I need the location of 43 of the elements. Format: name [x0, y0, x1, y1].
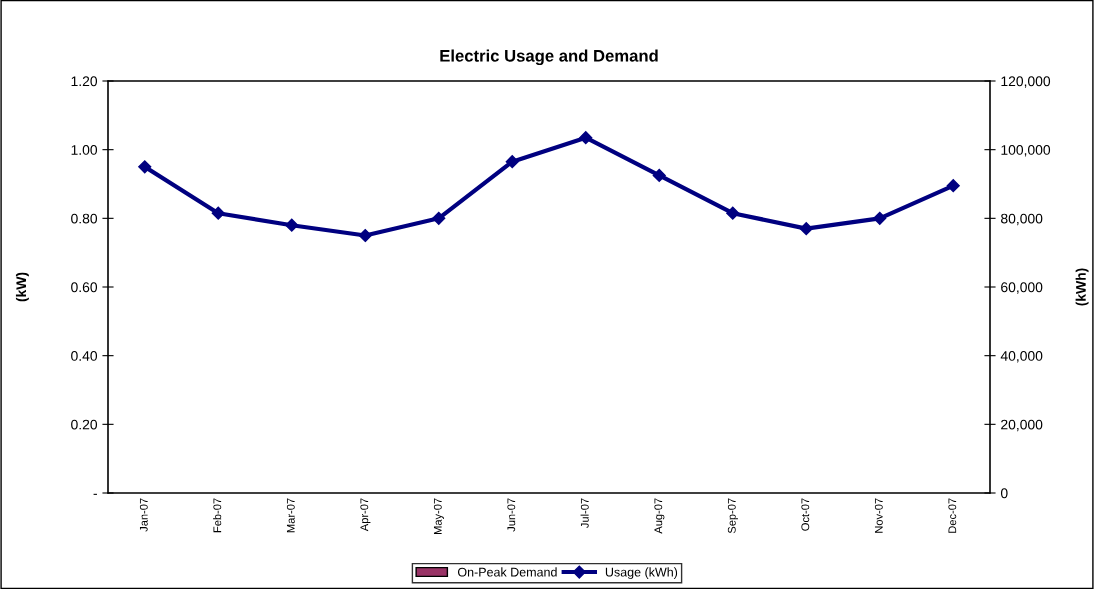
x-tick-label: Sep-07	[727, 498, 738, 534]
y2-tick-label: 120,000	[1001, 76, 1051, 88]
x-tick-label: Feb-07	[213, 498, 222, 533]
x-tick-label: Jan-07	[139, 498, 148, 532]
point	[358, 228, 372, 243]
x-tick-label: Oct-07	[801, 498, 810, 531]
x-tick-label: Jul-07	[580, 498, 589, 528]
y-tick-label: 0.20	[71, 419, 98, 430]
y-axis-title: (kW)	[15, 272, 29, 302]
point	[799, 222, 813, 236]
point	[211, 206, 225, 220]
point	[873, 211, 887, 225]
legend-label: Usage (kWh)	[605, 567, 678, 579]
y2-tick-label: 60,000	[1001, 282, 1043, 294]
point	[946, 179, 960, 193]
point	[579, 131, 593, 145]
y-tick-label: -	[93, 493, 97, 495]
y2-axis-title: (kWh)	[1075, 268, 1089, 306]
y2-tick-label: 40,000	[1000, 351, 1043, 363]
x-tick-label: Mar-07	[286, 498, 295, 533]
y-tick-label: 0.80	[71, 213, 98, 224]
y-tick-label: 0.40	[71, 351, 98, 361]
y-tick-label: 0.60	[71, 282, 98, 293]
y-tick-label: 1.20	[71, 76, 98, 87]
y-tick-label: 1.00	[71, 145, 98, 155]
point	[138, 160, 152, 174]
point	[726, 206, 740, 220]
x-tick-label: Jun-07	[507, 498, 516, 532]
legend-label: On-Peak Demand	[457, 567, 557, 577]
x-tick-label: Nov-07	[874, 498, 883, 533]
y2-tick-label: 100,000	[1001, 145, 1051, 157]
point	[652, 168, 666, 183]
point	[432, 211, 446, 225]
y2-tick-label: 80,000	[1001, 213, 1043, 226]
x-tick-label: Apr-07	[360, 498, 371, 532]
point	[285, 218, 299, 232]
chart-title: Electric Usage and Demand	[440, 49, 658, 66]
x-tick-label: May-07	[433, 498, 444, 534]
y2-tick-label: 0	[1000, 488, 1008, 499]
x-tick-label: Dec-07	[948, 498, 957, 533]
y2-tick-label: 20,000	[1001, 419, 1043, 432]
point	[505, 155, 519, 169]
x-tick-label: Aug-07	[654, 498, 665, 534]
